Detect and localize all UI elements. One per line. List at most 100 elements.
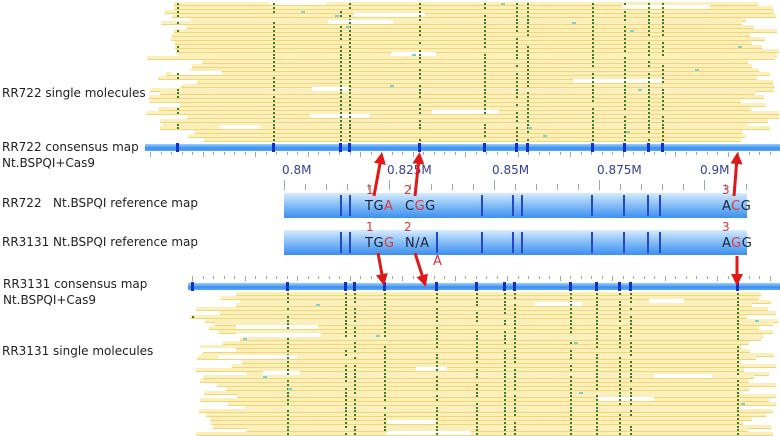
molecule-label-dot	[648, 89, 650, 91]
molecule-label-dot	[737, 312, 739, 314]
ruler-tick	[496, 152, 498, 155]
molecule-label-dot	[619, 422, 621, 424]
molecule-label-dot	[349, 38, 351, 40]
molecule-label-dot	[648, 73, 650, 75]
single-molecule	[200, 379, 749, 383]
scale-tick	[662, 184, 663, 190]
molecule-label-dot	[345, 335, 347, 337]
molecule-label-dot	[419, 124, 421, 126]
molecule-label-dot	[737, 354, 739, 356]
molecule-label-dot	[287, 433, 289, 435]
molecule-label-dot	[177, 92, 179, 94]
stray-label-dot	[543, 135, 547, 137]
molecule-label-dot	[737, 369, 739, 371]
molecule-label-dot	[662, 73, 664, 75]
ruler-tick	[276, 276, 277, 279]
ruler-tick	[328, 276, 330, 279]
ruler-tick	[402, 152, 403, 155]
molecule-gap	[236, 325, 318, 329]
molecule-gap	[236, 333, 321, 337]
ruler-tick	[160, 152, 162, 155]
molecule-label-dot	[345, 365, 347, 367]
molecule-label-dot	[384, 399, 386, 401]
molecule-label-dot	[737, 384, 739, 386]
molecule-label-dot	[596, 429, 598, 431]
ruler-tick	[181, 152, 183, 155]
single-molecule	[200, 398, 769, 402]
molecule-label-dot	[384, 388, 386, 390]
ruler-tick	[664, 276, 666, 281]
molecule-label-dot	[384, 361, 386, 363]
scale-tick	[704, 180, 705, 190]
molecule-label-dot	[619, 346, 621, 348]
molecule-label-dot	[273, 54, 275, 56]
single-molecule	[160, 91, 755, 95]
rr722-site-3-sequence: ACG	[722, 199, 752, 214]
molecule-label-dot	[484, 96, 486, 98]
molecule-label-dot	[436, 357, 438, 359]
molecule-label-dot	[345, 308, 347, 310]
molecule-label-dot	[527, 19, 529, 21]
ruler-tick	[276, 152, 277, 155]
molecule-label-dot	[349, 26, 351, 28]
molecule-label-dot	[527, 54, 529, 56]
molecule-label-dot	[648, 15, 650, 17]
single-molecule	[161, 21, 742, 25]
molecule-label-dot	[345, 392, 347, 394]
molecule-label-dot	[737, 429, 739, 431]
molecule-label-dot	[570, 376, 572, 378]
molecule-label-dot	[484, 104, 486, 106]
molecule-label-dot	[514, 433, 516, 435]
molecule-label-dot	[476, 304, 478, 306]
molecule-label-dot	[384, 395, 386, 397]
molecule-label-dot	[354, 392, 356, 394]
molecule-label-dot	[345, 301, 347, 303]
molecule-label-dot	[737, 414, 739, 416]
ruler-tick	[591, 152, 592, 155]
scale-label: 0.9M	[700, 163, 730, 177]
molecule-label-dot	[345, 418, 347, 420]
molecule-label-dot	[596, 312, 598, 314]
molecule-label-dot	[630, 373, 632, 375]
ruler-tick	[454, 276, 456, 281]
molecule-label-dot	[273, 85, 275, 87]
molecule-label-dot	[737, 338, 739, 340]
molecule-label-dot	[514, 304, 516, 306]
ruler-tick	[297, 152, 298, 155]
molecule-label-dot	[484, 127, 486, 129]
rr3131-site-3-sequence: AGG	[722, 236, 753, 251]
ruler-tick	[601, 152, 603, 155]
molecule-label-dot	[345, 399, 347, 401]
molecule-label-dot	[484, 42, 486, 44]
single-molecule	[187, 115, 779, 119]
ruler-tick	[255, 276, 256, 279]
molecule-label-dot	[619, 414, 621, 416]
molecule-label-dot	[177, 15, 179, 17]
molecule-label-dot	[419, 57, 421, 59]
molecule-label-dot	[384, 304, 386, 306]
site-3-number-top: 3	[722, 183, 730, 197]
rr3131-consensus-map	[188, 282, 780, 291]
molecule-label-dot	[384, 369, 386, 371]
molecule-label-dot	[592, 19, 594, 21]
molecule-label-dot	[484, 34, 486, 36]
single-molecule	[180, 103, 766, 107]
molecule-label-dot	[476, 301, 478, 303]
site-1-number-bottom: 1	[366, 220, 374, 234]
molecule-label-dot	[484, 7, 486, 9]
molecule-label-dot	[349, 42, 351, 44]
reference-label-site	[659, 232, 661, 253]
molecule-label-dot	[349, 120, 351, 122]
molecule-label-dot	[345, 373, 347, 375]
molecule-label-dot	[570, 388, 572, 390]
molecule-label-dot	[345, 422, 347, 424]
molecule-label-dot	[273, 22, 275, 24]
molecule-label-dot	[630, 331, 632, 333]
molecule-label-dot	[340, 135, 342, 137]
molecule-label-dot	[476, 342, 478, 344]
molecule-label-dot	[570, 410, 572, 412]
rr722-reference-label: RR722 Nt.BSPQI reference map	[2, 196, 198, 210]
molecule-label-dot	[737, 323, 739, 325]
ruler-tick	[528, 276, 529, 279]
molecule-label-dot	[476, 354, 478, 356]
